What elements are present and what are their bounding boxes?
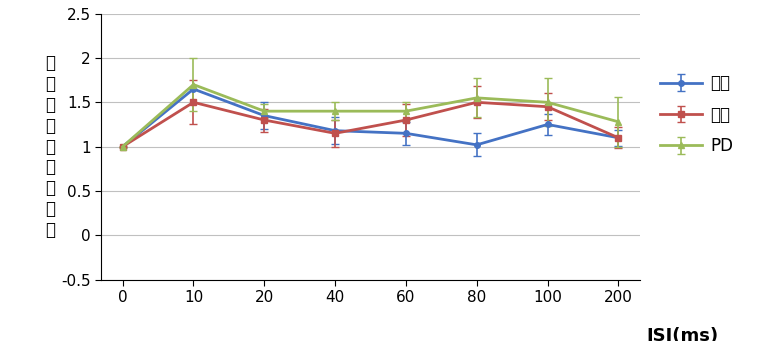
Y-axis label: 単
発
刺
激
に
対
す
る
比: 単 発 刺 激 に 対 す る 比 <box>45 55 55 239</box>
Legend: 若年, 高齢, PD: 若年, 高齢, PD <box>654 68 739 162</box>
X-axis label: ISI(ms): ISI(ms) <box>647 327 718 341</box>
